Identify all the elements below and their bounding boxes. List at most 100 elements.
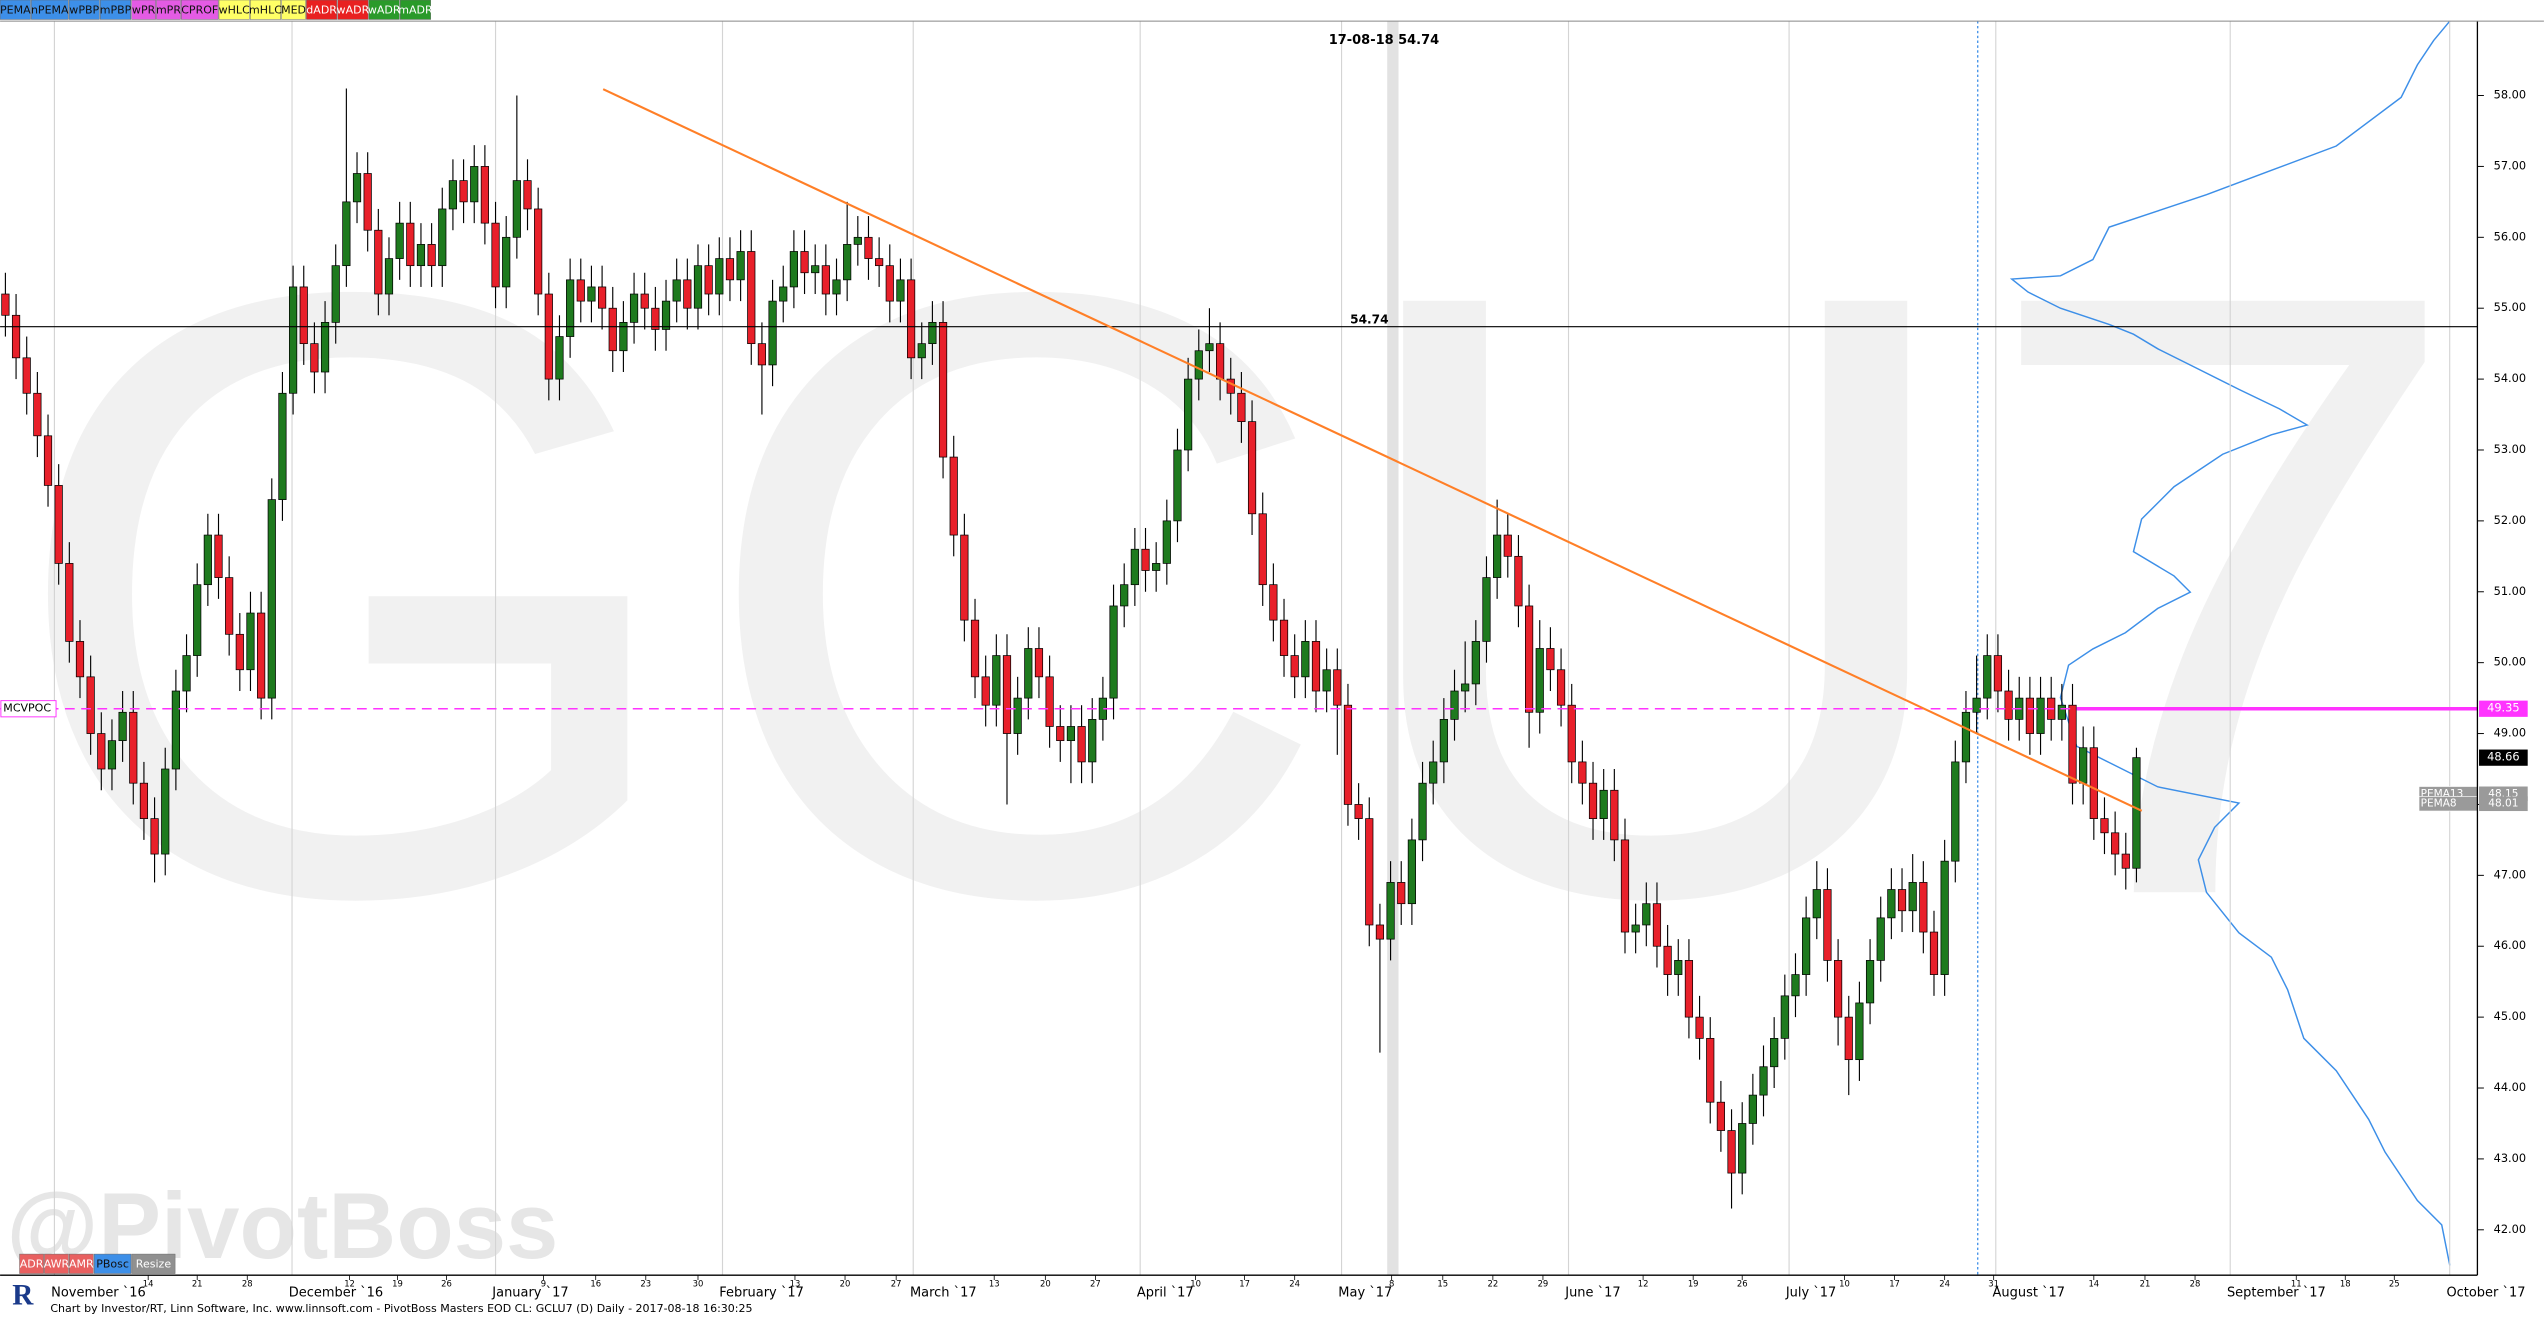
candle-body: [2036, 697, 2045, 734]
button-label[interactable]: mHLC: [249, 4, 282, 17]
y-tick-label: 51.00: [2494, 584, 2526, 598]
candle-body: [352, 173, 362, 203]
month-label: January `17: [491, 1286, 568, 1301]
y-tick-label: 58.00: [2494, 88, 2526, 102]
day-tick-label: 13: [790, 1279, 801, 1289]
month-label: May `17: [1338, 1286, 1392, 1301]
footer-text: Chart by Investor/RT, Linn Software, Inc…: [50, 1302, 752, 1315]
button-bg[interactable]: [19, 1253, 44, 1274]
button-label[interactable]: ADR: [20, 1258, 44, 1271]
button-bg[interactable]: [156, 0, 181, 20]
button-label[interactable]: mPR: [156, 4, 181, 17]
candle-body: [448, 180, 458, 210]
button-label[interactable]: wPBP: [69, 4, 99, 17]
candle-body: [97, 733, 106, 770]
candle-body: [1333, 669, 1342, 706]
day-tick-label: 21: [192, 1279, 203, 1289]
mcvpoc-price: 49.35: [2487, 701, 2519, 715]
button-label[interactable]: MED: [281, 4, 306, 17]
candle-body: [1343, 704, 1353, 805]
button-label[interactable]: PEMA: [0, 4, 31, 17]
candle-body: [1695, 1016, 1704, 1039]
candle-body: [1876, 917, 1885, 961]
button-label[interactable]: AMR: [69, 1258, 94, 1271]
candle-body: [736, 251, 745, 281]
candle-body: [1684, 960, 1694, 1018]
button-label[interactable]: wADR: [368, 4, 401, 17]
button-label[interactable]: mADR: [398, 4, 433, 17]
candle-body: [1642, 903, 1651, 926]
candle-body: [1674, 960, 1683, 975]
button-bg[interactable]: [218, 0, 250, 20]
candle-body: [651, 307, 660, 330]
button-label[interactable]: dADR: [306, 4, 337, 17]
button-label[interactable]: Resize: [136, 1258, 172, 1271]
day-tick-label: 22: [1488, 1279, 1499, 1289]
button-label[interactable]: wADR: [337, 4, 370, 17]
button-bg[interactable]: [93, 1253, 132, 1274]
month-label: February `17: [719, 1286, 804, 1301]
candle-body: [949, 456, 958, 536]
candle-body: [1652, 903, 1662, 947]
candle-body: [1450, 690, 1459, 720]
day-tick-label: 10: [1190, 1279, 1201, 1289]
button-bg[interactable]: [31, 0, 69, 20]
button-bg[interactable]: [281, 0, 306, 20]
candle-body: [1205, 343, 1214, 352]
y-tick-label: 53.00: [2494, 442, 2526, 456]
button-label[interactable]: PBosc: [96, 1258, 129, 1271]
candle-body: [1578, 761, 1587, 784]
candle-body: [118, 711, 127, 742]
candle-body: [1429, 761, 1438, 784]
toolbar: PEMA nPEMA wPBP mPBP wPR mPR CPROF wHLC mHLC MED d…: [0, 0, 433, 20]
button-bg[interactable]: [368, 0, 400, 20]
candle-body: [1311, 641, 1321, 692]
button-bg[interactable]: [399, 0, 431, 20]
candle-body: [107, 740, 117, 770]
candle-body: [1216, 343, 1225, 380]
candle-body: [2111, 832, 2120, 855]
candle-body: [1024, 648, 1033, 699]
button-label[interactable]: CPROF: [181, 4, 218, 17]
day-tick-label: 15: [1437, 1279, 1448, 1289]
candle-body: [1812, 889, 1821, 919]
candle-body: [1599, 789, 1608, 819]
button-label[interactable]: mPBP: [100, 4, 132, 17]
symbol-watermark: GCU7: [3, 115, 2469, 1075]
candle-body: [1173, 449, 1182, 522]
candle-body: [907, 279, 916, 359]
button-bg[interactable]: [0, 0, 31, 20]
header-readout: 17-08-18 54.74: [1329, 33, 1439, 48]
candle-body: [1237, 392, 1246, 422]
candle-body: [1844, 1016, 1853, 1061]
candle-body: [33, 392, 42, 437]
button-label[interactable]: wHLC: [219, 4, 250, 17]
button-bg[interactable]: [250, 0, 281, 20]
candle-body: [427, 244, 436, 267]
y-tick-label: 49.00: [2494, 726, 2526, 740]
candle-body: [1322, 669, 1331, 692]
button-bg[interactable]: [131, 0, 156, 20]
button-bg[interactable]: [100, 0, 131, 20]
button-bg[interactable]: [68, 0, 100, 20]
button-label[interactable]: AWR: [44, 1258, 70, 1271]
candle-body: [1397, 882, 1406, 905]
button-bg[interactable]: [181, 0, 219, 20]
candle-body: [161, 768, 170, 855]
y-tick-label: 55.00: [2494, 300, 2526, 314]
y-tick-label: 45.00: [2494, 1009, 2526, 1023]
candle-body: [661, 300, 671, 330]
button-bg[interactable]: [44, 1253, 69, 1274]
candle-body: [619, 322, 628, 352]
button-label[interactable]: wPR: [132, 4, 156, 17]
candle-body: [885, 265, 894, 302]
button-bg[interactable]: [306, 0, 338, 20]
button-bg[interactable]: [131, 1253, 176, 1274]
candle-body: [502, 236, 511, 288]
button-bg[interactable]: [69, 1253, 94, 1274]
button-bg[interactable]: [337, 0, 369, 20]
button-label[interactable]: nPEMA: [31, 4, 69, 17]
candle-body: [193, 584, 202, 656]
candle-body: [917, 343, 926, 359]
